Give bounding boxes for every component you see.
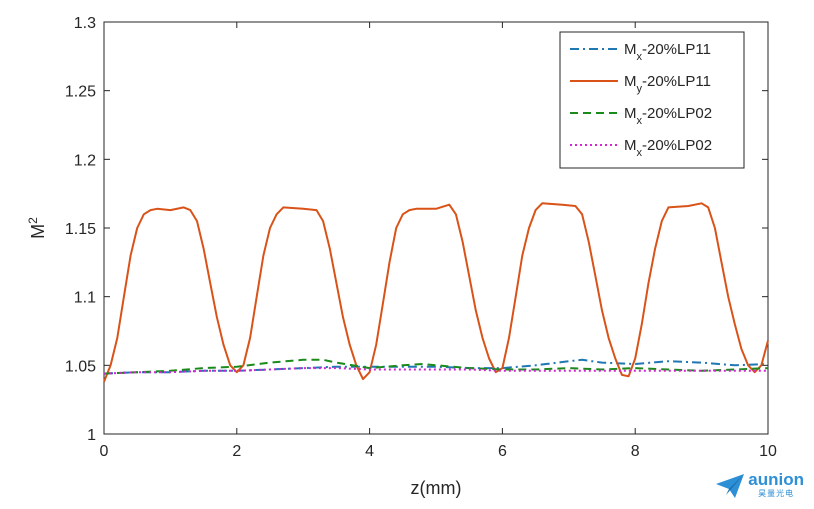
series-line-3: [103, 367, 768, 375]
legend-entry-sub: x: [637, 147, 643, 159]
tick-labels: 0 2 4 6 8 10 1 1.05 1.1 1.15 1.2 1.25 1.3: [65, 15, 777, 460]
y-axis-label-sup: 2: [26, 217, 40, 224]
y-tick-label: 1.3: [74, 15, 96, 32]
x-axis-label: z(mm): [411, 478, 462, 498]
paper-plane-icon: [716, 473, 745, 498]
legend-entry-2: Mx-20%LP02: [624, 105, 712, 127]
y-tick-label: 1.15: [65, 221, 96, 238]
legend-entry-sub: x: [637, 115, 643, 127]
legend-entry-main: M: [624, 41, 637, 58]
x-tick-label: 0: [100, 443, 109, 460]
x-tick-label: 2: [232, 443, 241, 460]
legend-entry-main: M: [624, 73, 637, 90]
x-tick-label: 10: [759, 443, 777, 460]
legend-entry-rest: -20%LP11: [642, 41, 711, 58]
legend-entry-rest: -20%LP02: [642, 105, 712, 122]
y-tick-label: 1.25: [65, 84, 96, 101]
logo-text: aunion 昊量光电: [748, 470, 804, 499]
series-line-2: [103, 358, 769, 375]
y-tick-label: 1: [87, 427, 96, 444]
legend-entry-1: My-20%LP11: [624, 73, 711, 95]
series-layer: [103, 202, 769, 383]
legend-entry-3: Mx-20%LP02: [624, 137, 712, 159]
y-axis-label: M2: [26, 217, 48, 239]
x-tick-label: 8: [631, 443, 640, 460]
y-tick-label: 1.2: [74, 152, 96, 169]
legend-entry-main: M: [624, 137, 637, 154]
x-tick-label: 6: [498, 443, 507, 460]
series-line-0: [103, 358, 769, 375]
legend-entry-0: Mx-20%LP11: [624, 41, 711, 63]
legend-box: [559, 31, 745, 169]
logo-subtitle: 昊量光电: [758, 489, 795, 498]
y-axis-label-main: M: [28, 224, 48, 239]
legend-entry-sub: y: [637, 83, 643, 95]
legend-entry-rest: -20%LP11: [642, 73, 711, 90]
logo-word: aunion: [748, 470, 804, 489]
x-tick-label: 4: [365, 443, 374, 460]
brand-logo: aunion 昊量光电: [715, 470, 804, 499]
y-tick-label: 1.05: [65, 358, 96, 375]
legend-entry-main: M: [624, 105, 637, 122]
series-line-1: [103, 202, 769, 383]
axes-frame: [103, 21, 769, 435]
y-tick-label: 1.1: [74, 290, 96, 307]
legend-entry-rest: -20%LP02: [642, 137, 712, 154]
legend-entry-sub: x: [637, 51, 643, 63]
